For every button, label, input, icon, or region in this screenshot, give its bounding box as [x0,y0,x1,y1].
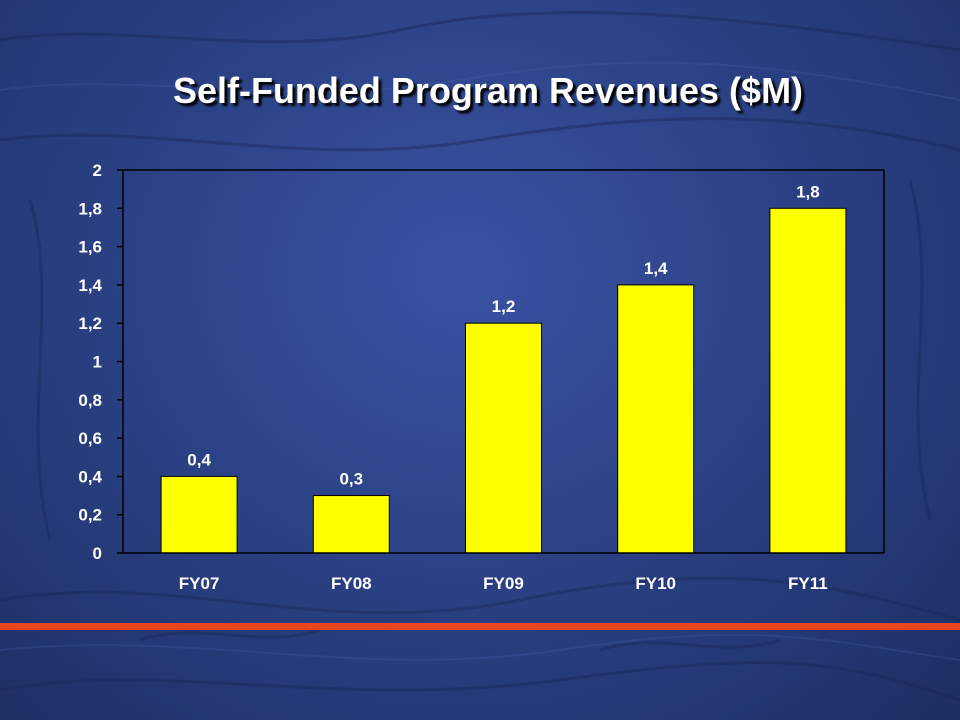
y-axis-ticks: 0 0,2 0,4 0,6 0,8 1 1,2 1,4 1,6 1,8 2 [78,161,123,563]
x-label-fy09: FY09 [483,574,524,593]
bar-fy08 [312,495,390,554]
y-tick-label: 1,8 [78,199,102,218]
y-tick-label: 2 [93,161,102,180]
bar-fy11 [769,207,847,554]
data-label-fy08: 0,3 [339,470,363,489]
y-tick-label: 1,2 [78,314,102,333]
data-label-fy07: 0,4 [187,450,211,469]
x-axis-labels: FY07 FY08 FY09 FY10 FY11 [179,574,828,593]
bar-fy09 [465,322,542,554]
chart-title: Self-Funded Program Revenues ($M) [172,70,804,111]
y-tick-label: 0 [93,544,102,563]
x-label-fy10: FY10 [635,574,676,593]
data-labels: 0,4 0,3 1,2 1,4 1,8 [187,182,819,488]
bars [160,207,847,554]
x-label-fy07: FY07 [179,574,220,593]
y-tick-label: 1 [93,353,102,372]
x-label-fy11: FY11 [788,574,828,593]
y-tick-label: 1,4 [78,276,102,295]
y-tick-label: 1,6 [78,238,102,257]
data-label-fy11: 1,8 [796,182,820,201]
x-label-fy08: FY08 [331,574,372,593]
y-tick-label: 0,6 [78,429,102,448]
data-label-fy09: 1,2 [492,297,516,316]
bar-fy10 [617,284,695,554]
y-tick-label: 0,4 [78,467,102,486]
footer-rule [0,623,960,630]
data-label-fy10: 1,4 [644,259,668,278]
y-tick-label: 0,2 [78,506,102,525]
y-tick-label: 0,8 [78,391,102,410]
bar-fy07 [160,475,238,554]
